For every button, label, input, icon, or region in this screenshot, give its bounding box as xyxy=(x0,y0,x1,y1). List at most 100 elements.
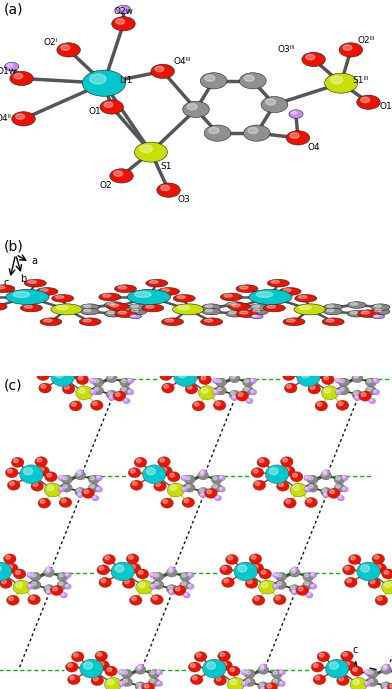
Circle shape xyxy=(44,483,62,497)
Circle shape xyxy=(164,384,169,389)
Circle shape xyxy=(99,577,111,588)
Circle shape xyxy=(322,318,344,326)
Circle shape xyxy=(181,486,188,492)
Circle shape xyxy=(213,400,226,411)
Circle shape xyxy=(367,678,378,686)
Circle shape xyxy=(13,459,18,462)
Circle shape xyxy=(253,565,258,568)
Circle shape xyxy=(30,573,41,581)
Circle shape xyxy=(245,578,258,588)
Circle shape xyxy=(104,310,123,317)
Circle shape xyxy=(103,555,115,564)
Circle shape xyxy=(89,389,96,395)
Circle shape xyxy=(303,573,314,581)
Circle shape xyxy=(376,565,381,568)
Circle shape xyxy=(243,386,254,395)
Circle shape xyxy=(253,305,260,307)
Circle shape xyxy=(131,565,135,568)
Circle shape xyxy=(267,279,289,287)
Circle shape xyxy=(281,457,293,466)
Circle shape xyxy=(200,492,207,497)
Circle shape xyxy=(350,311,358,314)
Circle shape xyxy=(142,465,166,484)
Circle shape xyxy=(365,386,376,395)
Circle shape xyxy=(187,584,194,589)
Circle shape xyxy=(232,304,240,307)
Circle shape xyxy=(161,185,170,191)
Circle shape xyxy=(212,378,220,384)
Circle shape xyxy=(361,311,370,314)
Circle shape xyxy=(374,309,381,311)
Circle shape xyxy=(151,679,154,682)
Circle shape xyxy=(261,96,288,113)
Circle shape xyxy=(295,294,317,302)
Circle shape xyxy=(305,497,318,508)
Circle shape xyxy=(165,319,174,322)
Circle shape xyxy=(107,679,114,685)
Circle shape xyxy=(209,127,219,134)
Circle shape xyxy=(59,487,62,489)
Circle shape xyxy=(336,400,349,411)
Circle shape xyxy=(205,75,215,81)
Circle shape xyxy=(312,360,325,369)
Circle shape xyxy=(168,589,175,595)
Circle shape xyxy=(226,555,238,564)
Circle shape xyxy=(128,379,131,381)
Circle shape xyxy=(334,484,345,492)
Circle shape xyxy=(370,580,375,584)
Circle shape xyxy=(355,395,358,398)
Text: O2ᴵᴵᴵ: O2ᴵᴵᴵ xyxy=(358,36,375,45)
Circle shape xyxy=(77,492,84,497)
Circle shape xyxy=(79,318,101,326)
Circle shape xyxy=(307,475,318,484)
Circle shape xyxy=(205,309,212,311)
Circle shape xyxy=(132,482,137,486)
Circle shape xyxy=(107,302,129,311)
Circle shape xyxy=(95,651,107,661)
Circle shape xyxy=(188,584,191,586)
Circle shape xyxy=(251,564,264,573)
Circle shape xyxy=(229,311,236,314)
Circle shape xyxy=(155,66,164,72)
Circle shape xyxy=(289,568,300,577)
Circle shape xyxy=(90,477,94,480)
Circle shape xyxy=(96,486,103,492)
Circle shape xyxy=(84,305,91,307)
Circle shape xyxy=(323,470,330,475)
Circle shape xyxy=(146,305,154,308)
Circle shape xyxy=(381,580,392,594)
Circle shape xyxy=(112,17,135,31)
Circle shape xyxy=(369,671,373,675)
Circle shape xyxy=(196,653,201,657)
Circle shape xyxy=(165,360,178,370)
Circle shape xyxy=(93,496,96,498)
Circle shape xyxy=(154,481,166,491)
Circle shape xyxy=(176,587,180,591)
Circle shape xyxy=(97,476,100,478)
Circle shape xyxy=(109,373,112,376)
Circle shape xyxy=(342,487,345,489)
Circle shape xyxy=(326,319,334,322)
Circle shape xyxy=(59,476,62,478)
Circle shape xyxy=(383,686,390,689)
Circle shape xyxy=(178,371,187,378)
Circle shape xyxy=(198,386,216,400)
Circle shape xyxy=(313,675,326,685)
Text: c: c xyxy=(352,645,358,655)
Circle shape xyxy=(30,581,41,589)
Circle shape xyxy=(80,304,99,311)
Text: (c): (c) xyxy=(4,379,22,393)
Circle shape xyxy=(214,379,216,381)
Circle shape xyxy=(184,593,187,595)
Circle shape xyxy=(118,311,127,314)
Circle shape xyxy=(91,390,93,392)
Circle shape xyxy=(283,458,287,462)
Circle shape xyxy=(47,473,52,477)
Circle shape xyxy=(158,287,180,296)
Text: c: c xyxy=(3,278,9,288)
Circle shape xyxy=(247,580,252,584)
Circle shape xyxy=(137,667,141,670)
Circle shape xyxy=(276,581,287,589)
Circle shape xyxy=(339,43,363,57)
Circle shape xyxy=(336,379,339,381)
